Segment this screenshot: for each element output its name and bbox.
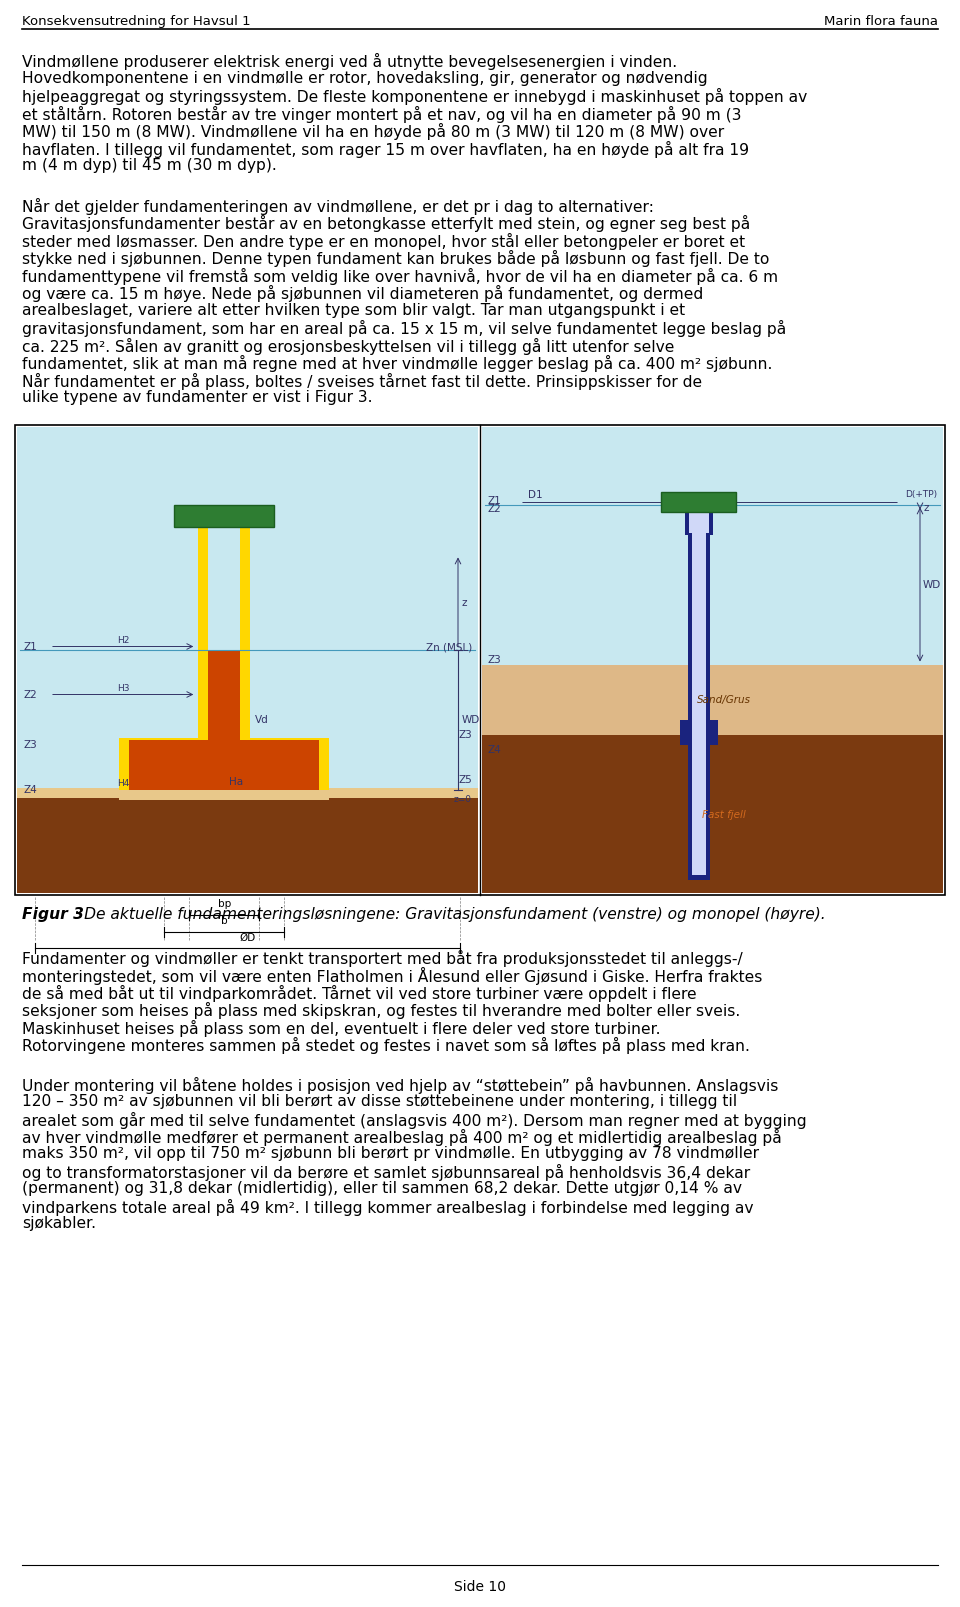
Text: z=0: z=0 — [454, 795, 472, 804]
Text: monteringstedet, som vil være enten Flatholmen i Ålesund eller Gjøsund i Giske. : monteringstedet, som vil være enten Flat… — [22, 966, 762, 985]
Text: WD: WD — [462, 715, 480, 725]
Text: WD: WD — [923, 580, 941, 590]
Text: Z2: Z2 — [23, 689, 36, 701]
Text: MW) til 150 m (8 MW). Vindmøllene vil ha en høyde på 80 m (3 MW) til 120 m (8 MW: MW) til 150 m (8 MW). Vindmøllene vil ha… — [22, 122, 724, 140]
Bar — [691, 513, 706, 874]
Bar — [119, 738, 329, 792]
Text: ca. 225 m². Sålen av granitt og erosjonsbeskyttelsen vil i tillegg gå litt utenf: ca. 225 m². Sålen av granitt og erosjons… — [22, 337, 674, 354]
Bar — [17, 427, 478, 787]
Text: av hver vindmølle medfører et permanent arealbeslag på 400 m² og et midlertidig : av hver vindmølle medfører et permanent … — [22, 1128, 781, 1146]
Text: sjøkabler.: sjøkabler. — [22, 1216, 96, 1231]
Text: 120 – 350 m² av sjøbunnen vil bli berørt av disse støttebeinene under montering,: 120 – 350 m² av sjøbunnen vil bli berørt… — [22, 1093, 737, 1109]
Bar — [17, 791, 478, 893]
Text: Vindmøllene produserer elektrisk energi ved å utnytte bevegelsesenergien i vinde: Vindmøllene produserer elektrisk energi … — [22, 53, 677, 71]
Text: stykke ned i sjøbunnen. Denne typen fundament kan brukes både på løsbunn og fast: stykke ned i sjøbunnen. Denne typen fund… — [22, 249, 769, 267]
Text: hjelpeaggregat og styringssystem. De fleste komponentene er innebygd i maskinhus: hjelpeaggregat og styringssystem. De fle… — [22, 88, 807, 104]
Text: Sand/Grus: Sand/Grus — [697, 696, 751, 705]
Bar — [15, 426, 945, 895]
Text: Z3: Z3 — [488, 656, 502, 665]
Text: Z1: Z1 — [23, 643, 36, 652]
Text: (permanent) og 31,8 dekar (midlertidig), eller til sammen 68,2 dekar. Dette utgj: (permanent) og 31,8 dekar (midlertidig),… — [22, 1181, 742, 1196]
Text: Fast fjell: Fast fjell — [702, 810, 745, 820]
Text: Rotorvingene monteres sammen på stedet og festes i navet som så løftes på plass : Rotorvingene monteres sammen på stedet o… — [22, 1037, 750, 1053]
Bar — [17, 787, 478, 799]
Text: seksjoner som heises på plass med skipskran, og festes til hverandre med bolter : seksjoner som heises på plass med skipsk… — [22, 1001, 740, 1019]
Bar — [130, 741, 320, 791]
Text: arealet som går med til selve fundamentet (anslagsvis 400 m²). Dersom man regner: arealet som går med til selve fundamente… — [22, 1110, 806, 1128]
Text: steder med løsmasser. Den andre type er en monopel, hvor stål eller betongpeler : steder med løsmasser. Den andre type er … — [22, 233, 745, 249]
Text: fundamenttypene vil fremstå som veldig like over havnivå, hvor de vil ha en diam: fundamenttypene vil fremstå som veldig l… — [22, 267, 779, 284]
Text: Ha: Ha — [229, 778, 244, 787]
Text: Maskinhuset heises på plass som en del, eventuelt i flere deler ved store turbin: Maskinhuset heises på plass som en del, … — [22, 1019, 660, 1037]
Text: Zn (MSL): Zn (MSL) — [425, 643, 472, 652]
Text: Z3: Z3 — [23, 741, 36, 750]
Text: Z1: Z1 — [488, 497, 502, 506]
Text: arealbeslaget, variere alt etter hvilken type som blir valgt. Tar man utgangspun: arealbeslaget, variere alt etter hvilken… — [22, 302, 685, 317]
Bar — [661, 492, 736, 513]
Text: Figur 3: Figur 3 — [22, 906, 84, 922]
Text: Vd: Vd — [255, 715, 269, 725]
Text: Konsekvensutredning for Havsul 1: Konsekvensutredning for Havsul 1 — [22, 14, 251, 27]
Text: H3: H3 — [117, 685, 130, 693]
Text: z: z — [923, 503, 928, 513]
Text: gravitasjonsfundament, som har en areal på ca. 15 x 15 m, vil selve fundamentet : gravitasjonsfundament, som har en areal … — [22, 320, 786, 337]
Text: og være ca. 15 m høye. Nede på sjøbunnen vil diameteren på fundamentet, og derme: og være ca. 15 m høye. Nede på sjøbunnen… — [22, 284, 704, 302]
Bar — [684, 509, 712, 535]
Text: de så med båt ut til vindparkområdet. Tårnet vil ved store turbiner være oppdelt: de så med båt ut til vindparkområdet. Tå… — [22, 983, 697, 1001]
Text: : De aktuelle fundamenteringsløsningene: Gravitasjonsfundament (venstre) og mono: : De aktuelle fundamenteringsløsningene:… — [74, 906, 826, 922]
Bar — [482, 734, 943, 893]
Text: H4: H4 — [117, 779, 130, 787]
Bar — [709, 720, 717, 746]
Bar — [687, 509, 709, 881]
Text: Når det gjelder fundamenteringen av vindmøllene, er det pr i dag to alternativer: Når det gjelder fundamenteringen av vind… — [22, 198, 654, 214]
Text: Under montering vil båtene holdes i posisjon ved hjelp av “støttebein” på havbun: Under montering vil båtene holdes i posi… — [22, 1075, 779, 1093]
Text: ØD: ØD — [239, 932, 255, 942]
Text: z: z — [462, 598, 468, 607]
Text: et ståltårn. Rotoren består av tre vinger montert på et nav, og vil ha en diamet: et ståltårn. Rotoren består av tre vinge… — [22, 106, 741, 122]
Bar — [175, 505, 275, 527]
Bar — [688, 513, 708, 534]
Text: Z4: Z4 — [23, 784, 36, 795]
Text: Z5: Z5 — [458, 775, 472, 784]
Text: vindparkens totale areal på 49 km². I tillegg kommer arealbeslag i forbindelse m: vindparkens totale areal på 49 km². I ti… — [22, 1199, 754, 1215]
Bar — [680, 720, 687, 746]
Text: og to transformatorstasjoner vil da berøre et samlet sjøbunnsareal på henholdsvi: og to transformatorstasjoner vil da berø… — [22, 1163, 750, 1180]
Text: D(+TP): D(+TP) — [905, 490, 937, 500]
Text: m (4 m dyp) til 45 m (30 m dyp).: m (4 m dyp) til 45 m (30 m dyp). — [22, 157, 276, 174]
Text: bp: bp — [218, 898, 230, 910]
Text: maks 350 m², vil opp til 750 m² sjøbunn bli berørt pr vindmølle. En utbygging av: maks 350 m², vil opp til 750 m² sjøbunn … — [22, 1146, 759, 1160]
Text: Z4: Z4 — [488, 746, 502, 755]
Bar — [208, 651, 240, 741]
Text: Marin flora fauna: Marin flora fauna — [824, 14, 938, 27]
Bar — [119, 791, 329, 800]
Text: fundamentet, slik at man må regne med at hver vindmølle legger beslag på ca. 400: fundamentet, slik at man må regne med at… — [22, 355, 773, 371]
Text: Gravitasjonsfundamenter består av en betongkasse etterfylt med stein, og egner s: Gravitasjonsfundamenter består av en bet… — [22, 215, 751, 231]
Text: Z2: Z2 — [488, 505, 502, 514]
Text: Side 10: Side 10 — [454, 1580, 506, 1593]
Text: H2: H2 — [117, 636, 130, 644]
Bar — [482, 427, 943, 665]
Text: Z3: Z3 — [458, 730, 472, 741]
Bar — [482, 665, 943, 734]
Text: ulike typene av fundamenter er vist i Figur 3.: ulike typene av fundamenter er vist i Fi… — [22, 391, 372, 405]
Bar — [240, 525, 251, 741]
Bar — [199, 525, 208, 741]
Text: b: b — [221, 916, 228, 926]
Text: Hovedkomponentene i en vindmølle er rotor, hovedaksling, gir, generator og nødve: Hovedkomponentene i en vindmølle er roto… — [22, 71, 708, 85]
Text: havflaten. I tillegg vil fundamentet, som rager 15 m over havflaten, ha en høyde: havflaten. I tillegg vil fundamentet, so… — [22, 140, 749, 157]
Text: D1: D1 — [528, 489, 542, 500]
Text: Fundamenter og vindmøller er tenkt transportert med båt fra produksjonsstedet ti: Fundamenter og vindmøller er tenkt trans… — [22, 948, 743, 966]
Text: Når fundamentet er på plass, boltes / sveises tårnet fast til dette. Prinsippski: Når fundamentet er på plass, boltes / sv… — [22, 373, 702, 389]
